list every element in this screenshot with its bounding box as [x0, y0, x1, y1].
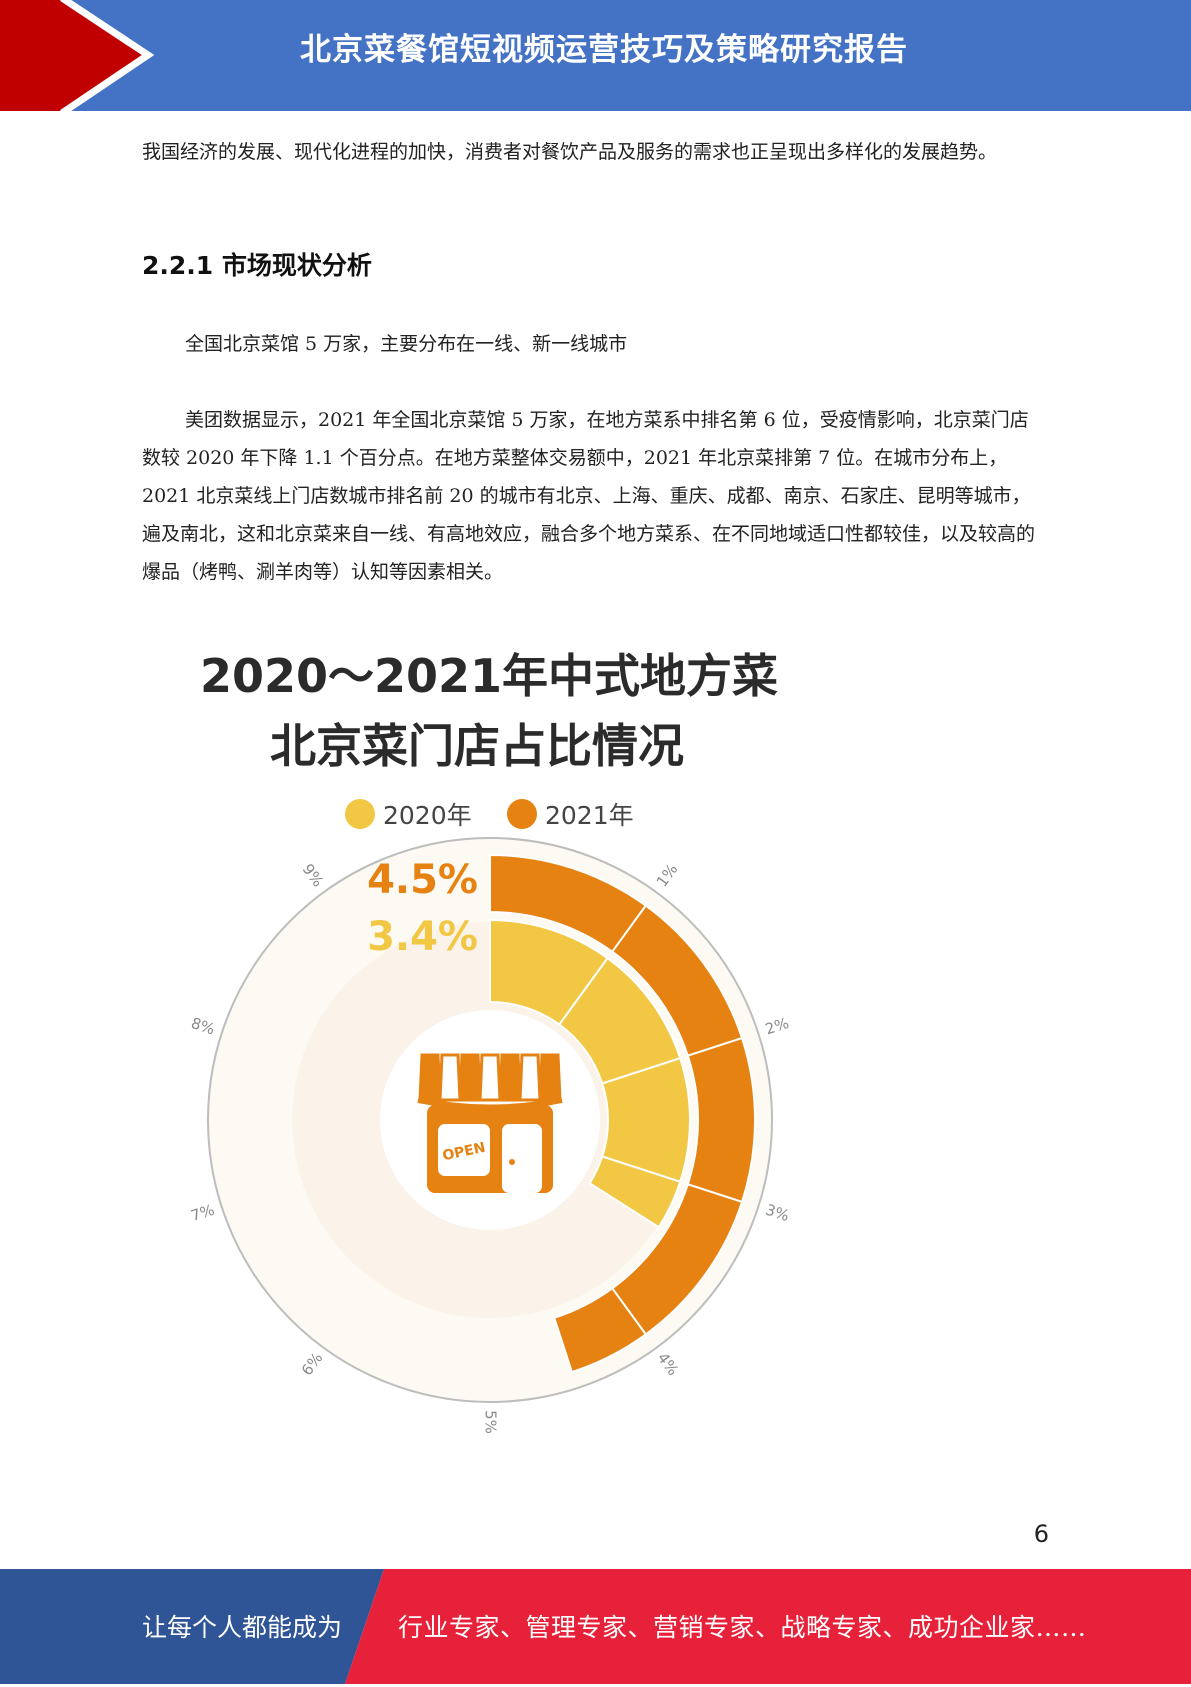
footer-band	[0, 1569, 1191, 1684]
page-header: 北京菜餐馆短视频运营技巧及策略研究报告	[0, 0, 1191, 111]
scale-tick-label: 1%	[653, 860, 682, 890]
page-number: 6	[1033, 1520, 1049, 1548]
legend-item-2021: 2021年	[507, 796, 634, 832]
legend-swatch-2021	[507, 799, 537, 829]
footer-slogan-right: 行业专家、管理专家、营销专家、战略专家、成功企业家……	[398, 1613, 1087, 1642]
legend-label-2020: 2020年	[383, 801, 472, 830]
bar-segment-2020年	[588, 1155, 682, 1229]
scale-tick-label: 6%	[298, 1349, 327, 1379]
scale-tick-label: 7%	[190, 1201, 217, 1225]
chart-figure: 2020～2021年中式地方菜 北京菜门店占比情况 1% 2% 3% 4% 5% 6% 7%…	[190, 630, 810, 1480]
radial-chart: 1% 2% 3% 4% 5% 6% 7% 8% 9% 3.4% 4.5% OPEN	[190, 837, 791, 1434]
body-paragraph: 美团数据显示，2021 年全国北京菜馆 5 万家，在地方菜系中排名第 6 位，受…	[142, 409, 1036, 583]
chart-title-line1: 2020～2021年中式地方菜	[200, 649, 779, 703]
bar-segment-2021年	[553, 1286, 648, 1374]
storefront-open-icon: OPEN	[417, 1053, 563, 1193]
lead-paragraph: 全国北京菜馆 5 万家，主要分布在一线、新一线城市	[185, 333, 628, 355]
intro-paragraph: 我国经济的发展、现代化进程的加快，消费者对餐饮产品及服务的需求也正呈现出多样化的…	[142, 141, 998, 163]
header-chevron-decoration	[0, 0, 155, 111]
page-footer: 让每个人都能成为 行业专家、管理专家、营销专家、战略专家、成功企业家……	[0, 1569, 1191, 1684]
value-label-2020年: 3.4%	[367, 914, 478, 960]
scale-tick-label: 3%	[763, 1201, 791, 1225]
value-label-2021年: 4.5%	[367, 857, 478, 903]
chart-title-line2: 北京菜门店占比情况	[270, 719, 684, 773]
bar-segment-2021年	[686, 1036, 756, 1204]
section-heading: 2.2.1 市场现状分析	[142, 251, 372, 280]
legend-swatch-2020	[345, 799, 375, 829]
legend-item-2020: 2020年	[345, 796, 472, 832]
scale-tick-label: 4%	[654, 1349, 683, 1379]
footer-slogan-left: 让每个人都能成为	[142, 1613, 343, 1642]
scale-tick-label: 2%	[763, 1014, 791, 1038]
scale-tick-label: 8%	[190, 1014, 217, 1038]
legend-label-2021: 2021年	[545, 801, 634, 830]
report-title: 北京菜餐馆短视频运营技巧及策略研究报告	[300, 32, 908, 68]
scale-tick-label: 5%	[482, 1410, 500, 1434]
scale-tick-label: 9%	[299, 860, 328, 890]
